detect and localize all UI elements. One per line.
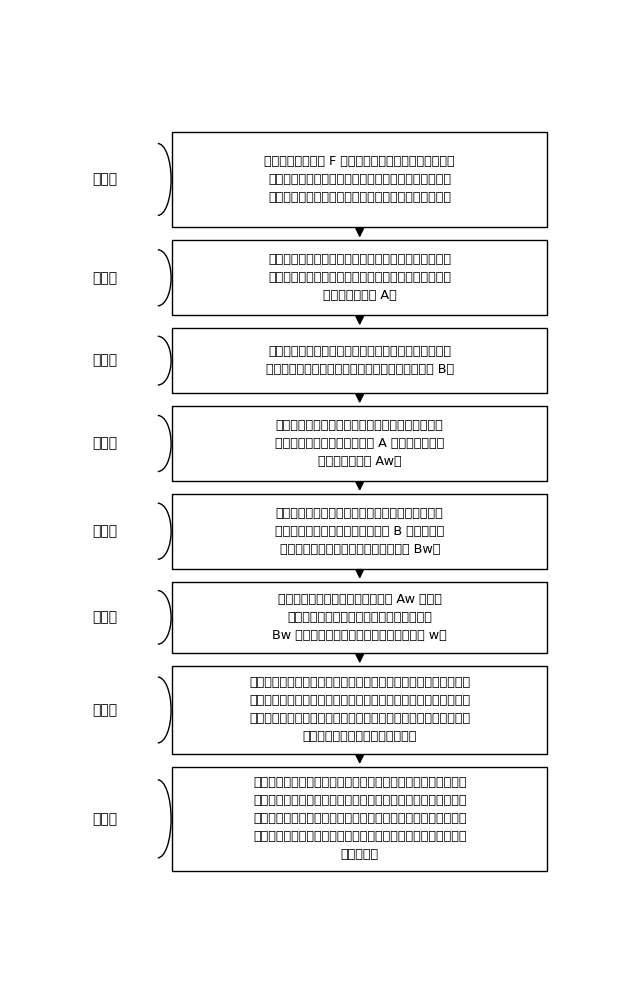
Bar: [172, 132, 547, 227]
Bar: [172, 328, 547, 393]
Text: 根据走廊的拓扑、几何边界及容量信息，以及飞行计划
信息，为每个走廊分别建立一个多服务台排队模型 B；: 根据走廊的拓扑、几何边界及容量信息，以及飞行计划 信息，为每个走廊分别建立一个多…: [266, 345, 454, 376]
Bar: [172, 582, 547, 653]
Text: 步骤三: 步骤三: [92, 354, 117, 368]
Text: 步骤六: 步骤六: [92, 610, 117, 624]
Bar: [172, 406, 547, 481]
Text: 将由步骤四得到的航路排队网模型 Aw 与由步
骤五得到的机场终端区空中走廊排队网模型
Bw 首尾相接，建立全空域的排队网络模型 w；: 将由步骤四得到的航路排队网模型 Aw 与由步 骤五得到的机场终端区空中走廊排队网…: [272, 593, 447, 642]
Text: 利用排队系统建模进出扇区和进出空中走廊的飞机数量和次序，借
助排队系统仿真算法，模拟出扇区、走廊和飞机之间的关系；通过
对起讫点间航班的行程时间进行统计，建立空: 利用排队系统建模进出扇区和进出空中走廊的飞机数量和次序，借 助排队系统仿真算法，…: [249, 676, 470, 743]
Text: 步骤五: 步骤五: [92, 524, 117, 538]
Text: 根据航线的拓扑和坐标信息，将步骤二所得的每个
扇区对应的多服务台排队模型 A 首尾相接，建立
航路排队网模型 Aw；: 根据航线的拓扑和坐标信息，将步骤二所得的每个 扇区对应的多服务台排队模型 A 首…: [275, 419, 444, 468]
Text: 根据走廊的拓扑和几何边界信息，将步骤三所得的
每个走廊对应的多服务台排队模型 B 首尾相接，
建立机场终端区空中走廊的排队网模型 Bw；: 根据走廊的拓扑和几何边界信息，将步骤三所得的 每个走廊对应的多服务台排队模型 B…: [275, 507, 444, 556]
Bar: [172, 767, 547, 871]
Bar: [172, 666, 547, 754]
Text: 步骤一: 步骤一: [92, 172, 117, 186]
Bar: [172, 240, 547, 315]
Text: 步骤八: 步骤八: [92, 812, 117, 826]
Text: 步骤四: 步骤四: [92, 437, 117, 451]
Text: 步骤七: 步骤七: [92, 703, 117, 717]
Text: 提取空域配置方案 F 中的空域分区、扇区、走廊、航线
信息；根据空域划分的拓扑、几何边界及容量信息，用
空域划分的几何边界，界定扇区划分的范围和排队网络: 提取空域配置方案 F 中的空域分区、扇区、走廊、航线 信息；根据空域划分的拓扑、…: [265, 155, 455, 204]
Text: 根据扇区的拓扑、几何边界及容量信息，航线的拓扑及
坐标信息和飞行计划信息，为每个扇区分别建立一个多
服务台排队模型 A；: 根据扇区的拓扑、几何边界及容量信息，航线的拓扑及 坐标信息和飞行计划信息，为每个…: [268, 253, 451, 302]
Bar: [172, 494, 547, 569]
Text: 利用排队系统建模进出扇区和进出空中走廊的飞机数量和次序，
借助排队系统仿真算法，模拟出扇区、走廊和飞机之间的关系；
通过对起讫点间航班的行程时间进行统计，建立空: 利用排队系统建模进出扇区和进出空中走廊的飞机数量和次序， 借助排队系统仿真算法，…: [253, 776, 467, 861]
Text: 步骤二: 步骤二: [92, 271, 117, 285]
